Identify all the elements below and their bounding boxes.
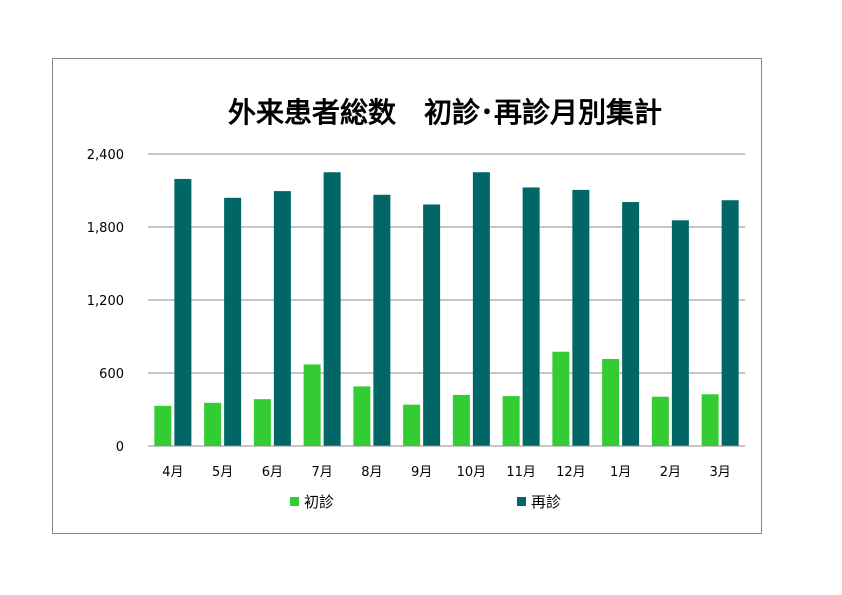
y-tick-label: 2,400 — [87, 148, 124, 163]
legend-label: 再診 — [531, 493, 561, 511]
x-tick-label: 10月 — [457, 465, 487, 480]
y-tick-label: 1,200 — [87, 294, 124, 309]
x-tick-label: 1月 — [610, 465, 631, 480]
bar-saishin-7 — [472, 172, 490, 446]
y-tick-label: 1,800 — [87, 221, 124, 236]
bar-shoshin-4 — [303, 364, 321, 446]
bar-shoshin-7 — [452, 394, 470, 446]
bar-shoshin-10 — [602, 359, 620, 446]
bar-shoshin-8 — [502, 396, 520, 446]
y-axis: 0 600 1,200 1,800 2,400 — [87, 148, 124, 455]
bar-shoshin-12 — [701, 394, 719, 446]
legend-label: 初診 — [304, 493, 334, 511]
bar-saishin-3 — [273, 191, 291, 446]
legend: 初診 再診 — [290, 493, 561, 511]
bar-chart: 外来患者総数 初診･再診月別集計 0 600 1,200 1,800 2,400 4月 5… — [87, 96, 745, 511]
gridlines — [148, 153, 745, 374]
x-tick-label: 6月 — [262, 465, 283, 480]
x-tick-label: 3月 — [709, 465, 730, 480]
bar-saishin-2 — [224, 197, 242, 446]
x-tick-label: 9月 — [411, 465, 432, 480]
bar-shoshin-11 — [651, 396, 669, 446]
bar-shoshin-2 — [204, 402, 222, 446]
bar-shoshin-3 — [253, 399, 271, 446]
x-tick-label: 11月 — [506, 465, 536, 480]
bars — [154, 172, 739, 447]
bar-shoshin-1 — [154, 405, 172, 446]
chart-title: 外来患者総数 初診･再診月別集計 — [228, 96, 662, 129]
bar-shoshin-6 — [403, 404, 421, 446]
bar-saishin-12 — [721, 200, 739, 446]
bar-saishin-11 — [671, 220, 689, 446]
y-tick-label: 600 — [99, 367, 124, 382]
bar-saishin-8 — [522, 187, 540, 447]
bar-saishin-5 — [373, 194, 391, 446]
bar-saishin-9 — [572, 189, 590, 446]
x-tick-label: 8月 — [361, 465, 382, 480]
x-tick-label: 4月 — [162, 465, 183, 480]
bar-saishin-1 — [174, 178, 192, 447]
bar-saishin-4 — [323, 172, 341, 446]
bar-shoshin-9 — [552, 351, 570, 446]
chart-frame: 外来患者総数 初診･再診月別集計 0 600 1,200 1,800 2,400 4月 5… — [52, 58, 762, 534]
bar-saishin-10 — [622, 202, 640, 446]
x-tick-label: 5月 — [212, 465, 233, 480]
x-axis: 4月 5月 6月 7月 8月 9月 10月 11月 12月 1月 2月 3月 — [148, 445, 745, 480]
x-tick-label: 12月 — [556, 465, 586, 480]
bar-saishin-6 — [423, 204, 441, 446]
legend-swatch — [290, 497, 299, 506]
bar-shoshin-5 — [353, 386, 371, 446]
y-tick-label: 0 — [116, 440, 124, 455]
x-tick-label: 2月 — [660, 465, 681, 480]
legend-swatch — [517, 497, 526, 506]
x-tick-label: 7月 — [311, 465, 332, 480]
